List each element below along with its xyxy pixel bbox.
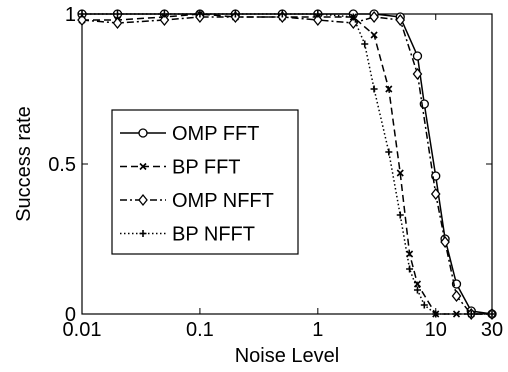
data-point: [196, 10, 204, 18]
data-point: [385, 148, 393, 156]
data-point: [412, 51, 423, 61]
y-tick-label: 0: [65, 304, 76, 326]
series-layer: [77, 9, 497, 321]
series-3: [77, 10, 497, 321]
x-tick-label: 0.01: [63, 319, 102, 341]
series-4: [78, 10, 496, 318]
legend-marker: [139, 230, 147, 237]
data-point: [432, 310, 440, 318]
x-tick-label: 1: [312, 319, 323, 341]
data-point: [396, 211, 404, 219]
legend-label: OMP FFT: [172, 123, 259, 145]
data-point: [420, 301, 428, 309]
x-tick-label: 0.1: [186, 319, 214, 341]
legend-marker: [138, 128, 148, 138]
data-point: [451, 289, 462, 303]
data-point: [314, 10, 322, 18]
legend: OMP FFT BP FFT OMP NFFT BP NFFT: [111, 109, 299, 255]
x-tick-label: 30: [481, 319, 503, 341]
data-point: [77, 13, 87, 27]
y-tick-label: 1: [65, 4, 76, 26]
x-axis-label: Noise Level: [235, 345, 340, 367]
data-point: [369, 10, 379, 24]
data-point: [488, 310, 496, 318]
data-point: [312, 13, 323, 27]
legend-marker: [138, 193, 148, 207]
legend-label: BP NFFT: [172, 224, 255, 246]
data-point: [413, 286, 421, 294]
data-point: [396, 169, 404, 177]
data-point: [278, 10, 286, 18]
data-point: [361, 40, 369, 48]
legend-marker: [139, 162, 147, 171]
data-point: [159, 13, 170, 27]
data-point: [112, 16, 123, 30]
series-line: [81, 16, 492, 315]
data-point: [160, 10, 168, 18]
data-point: [78, 10, 86, 18]
x-tick-label: 10: [425, 319, 447, 341]
legend-label: BP FFT: [172, 157, 241, 179]
data-point: [430, 187, 441, 201]
data-point: [231, 10, 239, 18]
data-point: [412, 67, 423, 81]
data-point: [370, 31, 378, 39]
y-tick-label: 0.5: [48, 154, 76, 176]
data-point: [467, 310, 475, 318]
data-point: [113, 10, 121, 18]
data-point: [406, 265, 414, 273]
data-point: [440, 235, 450, 249]
legend-label: OMP NFFT: [172, 190, 274, 212]
data-point: [385, 85, 393, 93]
data-point: [370, 85, 378, 93]
data-point: [349, 13, 357, 21]
y-axis-label: Success rate: [13, 106, 35, 222]
data-point: [348, 16, 359, 30]
data-point: [395, 13, 406, 27]
